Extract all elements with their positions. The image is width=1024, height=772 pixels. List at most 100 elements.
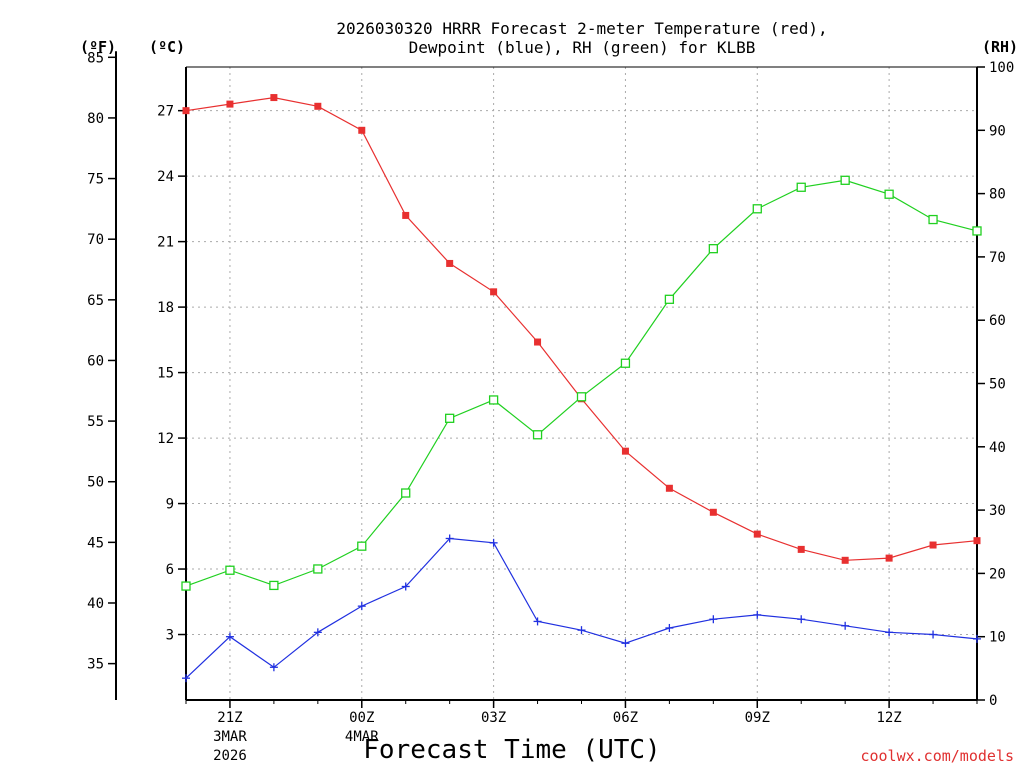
temperature-point [841, 556, 849, 564]
fahrenheit-tick-label: 35 [87, 657, 104, 673]
rh-point [884, 189, 894, 199]
dewpoint-point [313, 628, 322, 637]
temperature-point [534, 338, 542, 346]
temperature-point [402, 211, 410, 219]
rh-point [181, 581, 191, 591]
dewpoint-point [665, 623, 674, 632]
rh-point [972, 226, 982, 236]
rh-point [532, 430, 543, 440]
dewpoint-point [401, 582, 410, 591]
rh-point [840, 175, 850, 185]
dewpoint-point [533, 617, 542, 626]
x-tick-date-label: 4MAR [345, 729, 379, 745]
fahrenheit-tick-label: 80 [87, 111, 104, 127]
celsius-unit-label: (ºC) [149, 38, 185, 56]
rh-point [708, 244, 718, 254]
temperature-point [973, 537, 981, 545]
axes [108, 51, 985, 708]
dewpoint-point [709, 615, 718, 624]
rh-tick-label: 50 [989, 377, 1006, 393]
celsius-tick-label: 18 [157, 300, 174, 316]
rh-point [928, 214, 938, 225]
rh-point [796, 182, 806, 192]
dewpoint-point [929, 630, 938, 639]
fahrenheit-tick-label: 75 [87, 172, 104, 188]
temperature-point [665, 484, 673, 492]
rh-tick-label: 10 [989, 630, 1006, 646]
x-tick-label: 09Z [745, 710, 770, 726]
rh-tick-label: 0 [989, 693, 997, 709]
rh-point [664, 294, 675, 304]
x-tick-date-label: 3MAR [213, 729, 247, 745]
rh-tick-label: 40 [989, 440, 1006, 456]
temperature-point [358, 126, 366, 134]
temperature-point [797, 545, 805, 553]
celsius-tick-label: 12 [157, 431, 174, 447]
temperature-point [929, 541, 937, 549]
rh-point [269, 580, 279, 591]
dewpoint-point [357, 602, 366, 611]
dewpoint-point [182, 674, 190, 683]
rh-point [401, 488, 411, 498]
dewpoint-point [841, 621, 850, 630]
temperature-point [753, 530, 761, 538]
chart-title-line-1: 2026030320 HRRR Forecast 2-meter Tempera… [336, 19, 827, 38]
x-tick-label: 00Z [349, 710, 374, 726]
temperature-point [621, 447, 629, 455]
celsius-tick-label: 3 [166, 628, 174, 644]
x-tick-label: 06Z [613, 710, 638, 726]
temperature-point [270, 94, 278, 102]
rh-tick-label: 100 [989, 60, 1014, 76]
rh-tick-label: 70 [989, 250, 1006, 266]
fahrenheit-tick-label: 85 [87, 50, 104, 66]
rh-tick-label: 20 [989, 566, 1006, 582]
rh-point [620, 358, 631, 368]
celsius-tick-label: 27 [157, 104, 174, 120]
rh-series [181, 175, 982, 591]
rh-unit-label: (RH) [982, 38, 1018, 56]
dewpoint-point [225, 632, 234, 641]
dewpoint-point [445, 534, 454, 543]
data-series [181, 94, 982, 683]
dewpoint-point [577, 626, 586, 635]
fahrenheit-tick-label: 45 [87, 535, 104, 551]
temperature-point [709, 508, 717, 516]
rh-point [576, 392, 587, 402]
fahrenheit-tick-label: 50 [87, 475, 104, 491]
fahrenheit-unit-label: (ºF) [80, 38, 116, 56]
celsius-tick-label: 21 [157, 235, 174, 251]
x-axis-title: Forecast Time (UTC) [363, 735, 660, 765]
chart-text: 2026030320 HRRR Forecast 2-meter Tempera… [80, 19, 1018, 765]
fahrenheit-tick-label: 60 [87, 353, 104, 369]
temperature-point [182, 107, 190, 115]
rh-point [752, 204, 762, 214]
x-tick-label: 03Z [481, 710, 506, 726]
dewpoint-point [621, 639, 630, 648]
dewpoint-point [885, 628, 894, 637]
temperature-point [490, 288, 498, 296]
fahrenheit-tick-label: 70 [87, 232, 104, 248]
rh-tick-label: 90 [989, 123, 1006, 139]
rh-point [445, 413, 455, 423]
rh-point [225, 565, 235, 575]
dewpoint-point [489, 538, 498, 547]
fahrenheit-tick-label: 55 [87, 414, 104, 430]
celsius-tick-label: 9 [166, 497, 174, 513]
dewpoint-point [269, 663, 278, 672]
celsius-tick-label: 6 [166, 562, 174, 578]
temperature-line [185, 96, 978, 561]
temperature-point [885, 554, 893, 562]
rh-point [488, 395, 499, 405]
dewpoint-point [797, 615, 806, 624]
rh-point [357, 541, 367, 551]
celsius-tick-label: 24 [157, 169, 174, 185]
chart-title-line-2: Dewpoint (blue), RH (green) for KLBB [409, 38, 756, 57]
rh-tick-label: 80 [989, 187, 1006, 203]
fahrenheit-tick-label: 65 [87, 293, 104, 309]
dewpoint-point [973, 634, 981, 643]
x-tick-label: 12Z [876, 710, 901, 726]
temperature-point [226, 100, 234, 108]
rh-point [313, 564, 323, 574]
temperature-series [182, 94, 981, 564]
